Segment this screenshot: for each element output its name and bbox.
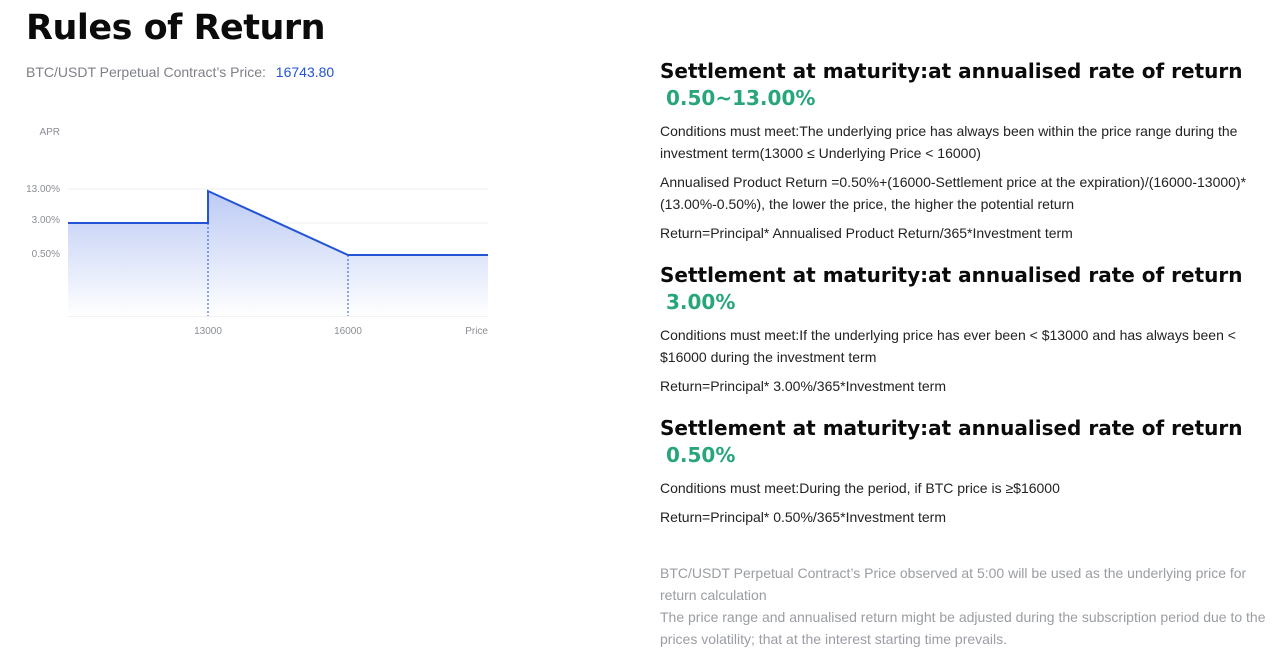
return-chart: APR 13.00% 3.00% 0.50% 13000 16000 Price <box>20 118 500 348</box>
section-rate: 3.00% <box>666 290 736 314</box>
return-area <box>68 191 488 316</box>
formula-text: Annualised Product Return =0.50%+(16000-… <box>660 174 1247 212</box>
condition-text: Conditions must meet:The underlying pric… <box>660 123 1238 161</box>
condition-text: Conditions must meet:During the period, … <box>660 480 1060 496</box>
x-tick-label: 13000 <box>194 326 222 337</box>
underlying-price-row: BTC/USDT Perpetual Contract’s Price: 167… <box>26 64 334 80</box>
section-rate: 0.50% <box>666 443 736 467</box>
section-title: Settlement at maturity:at annualised rat… <box>660 415 1270 469</box>
return-text: Return=Principal* 3.00%/365*Investment t… <box>660 378 946 394</box>
return-text: Return=Principal* 0.50%/365*Investment t… <box>660 509 946 525</box>
y-tick-label: 13.00% <box>26 184 60 195</box>
y-tick-label: 0.50% <box>32 249 60 260</box>
rules-panel: Settlement at maturity:at annualised rat… <box>660 58 1270 650</box>
condition-text: Conditions must meet:If the underlying p… <box>660 327 1236 365</box>
section-title: Settlement at maturity:at annualised rat… <box>660 262 1270 316</box>
footnotes: BTC/USDT Perpetual Contract’s Price obse… <box>660 562 1270 650</box>
price-value: 16743.80 <box>275 64 335 80</box>
section-title-text: Settlement at maturity:at annualised rat… <box>660 263 1243 287</box>
footnote: BTC/USDT Perpetual Contract’s Price obse… <box>660 565 1247 603</box>
section-title-text: Settlement at maturity:at annualised rat… <box>660 59 1243 83</box>
section-rate: 0.50~13.00% <box>666 86 816 110</box>
footnote: The price range and annualised return mi… <box>660 609 1266 647</box>
x-axis-label: Price <box>465 326 488 337</box>
return-chart-svg: APR 13.00% 3.00% 0.50% 13000 16000 Price <box>26 127 488 337</box>
return-text: Return=Principal* Annualised Product Ret… <box>660 225 1073 241</box>
page-title: Rules of Return <box>26 8 326 48</box>
rule-section-low: Settlement at maturity:at annualised rat… <box>660 262 1270 397</box>
rule-section-range: Settlement at maturity:at annualised rat… <box>660 58 1270 244</box>
section-title-text: Settlement at maturity:at annualised rat… <box>660 416 1243 440</box>
price-label: BTC/USDT Perpetual Contract’s Price: <box>26 64 266 80</box>
x-tick-label: 16000 <box>334 326 362 337</box>
rule-section-high: Settlement at maturity:at annualised rat… <box>660 415 1270 528</box>
section-title: Settlement at maturity:at annualised rat… <box>660 58 1270 112</box>
y-axis-label: APR <box>39 127 60 138</box>
y-tick-label: 3.00% <box>32 215 60 226</box>
